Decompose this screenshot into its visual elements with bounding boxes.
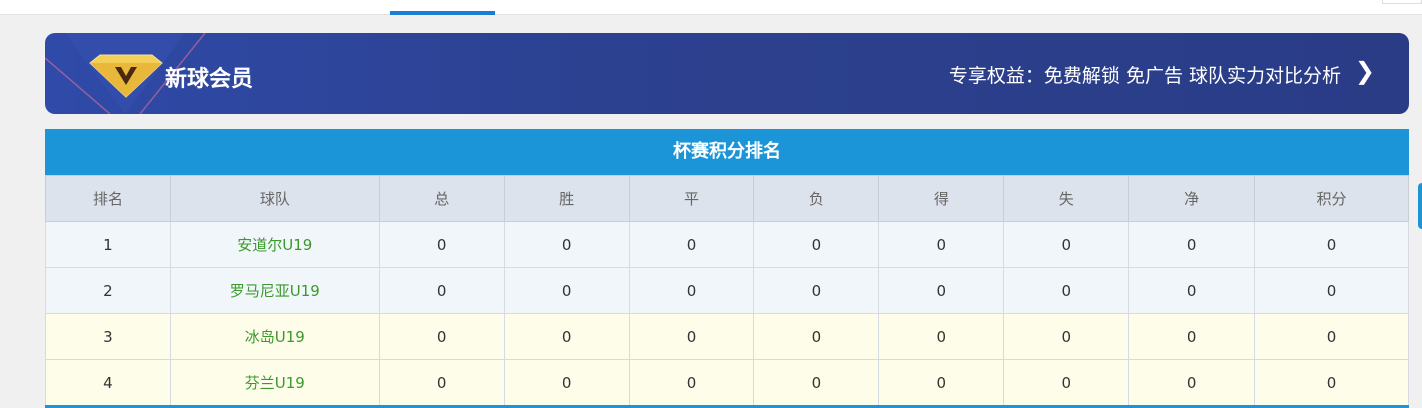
stat-cell: 0: [503, 267, 630, 314]
header-lost: 负: [753, 175, 880, 222]
stat-cell: 0: [1128, 359, 1256, 406]
stat-cell: 0: [1128, 313, 1256, 360]
header-played: 总: [378, 175, 505, 222]
stat-cell: 0: [378, 267, 505, 314]
active-tab-indicator[interactable]: [390, 11, 495, 15]
vip-benefits[interactable]: 专享权益：免费解锁 免广告 球队实力对比分析: [948, 65, 1341, 87]
team-link[interactable]: 罗马尼亚U19: [229, 282, 320, 300]
rank-cell: 2: [45, 267, 171, 314]
header-points: 积分: [1254, 175, 1409, 222]
stat-cell: 0: [1254, 359, 1409, 406]
rank-cell: 1: [45, 221, 171, 268]
team-link[interactable]: 安道尔U19: [237, 236, 313, 254]
team-link[interactable]: 芬兰U19: [244, 374, 305, 392]
side-float-tab[interactable]: [1418, 183, 1422, 229]
stat-cell: 0: [1003, 359, 1130, 406]
stat-cell: 0: [1254, 267, 1409, 314]
diamond-v-icon: [45, 33, 206, 114]
stat-cell: 0: [503, 359, 630, 406]
team-cell: 罗马尼亚U19: [169, 267, 380, 314]
vip-title: 新球会员: [165, 67, 254, 92]
chevron-right-icon[interactable]: ❯: [1354, 57, 1375, 85]
stat-cell: 0: [753, 359, 880, 406]
stat-cell: 0: [878, 267, 1005, 314]
table-title: 杯赛积分排名: [45, 129, 1409, 175]
header-goals-against: 失: [1003, 175, 1130, 222]
stat-cell: 0: [878, 221, 1005, 268]
cup-standings-table: 杯赛积分排名 排名 球队 总 胜 平 负 得 失 净 积分 1 安道尔U19 0 0 0…: [45, 129, 1409, 406]
header-drawn: 平: [628, 175, 755, 222]
stat-cell: 0: [878, 313, 1005, 360]
vip-banner[interactable]: 新球会员 专享权益：免费解锁 免广告 球队实力对比分析 ❯: [45, 33, 1409, 114]
table-bottom-border: [45, 405, 1409, 408]
stat-cell: 0: [878, 359, 1005, 406]
stat-cell: 0: [628, 221, 755, 268]
header-rank: 排名: [45, 175, 171, 222]
stat-cell: 0: [1003, 267, 1130, 314]
stat-cell: 0: [1128, 221, 1256, 268]
team-link[interactable]: 冰岛U19: [244, 328, 305, 346]
stat-cell: 0: [753, 221, 880, 268]
header-goal-diff: 净: [1128, 175, 1256, 222]
stat-cell: 0: [628, 359, 755, 406]
top-nav-bar: [0, 0, 1422, 15]
header-goals-for: 得: [878, 175, 1005, 222]
top-right-control: [1382, 0, 1422, 4]
table-row: 3 冰岛U19 0 0 0 0 0 0 0 0: [45, 313, 1409, 360]
team-cell: 安道尔U19: [169, 221, 380, 268]
stat-cell: 0: [628, 313, 755, 360]
stat-cell: 0: [1254, 313, 1409, 360]
rank-cell: 4: [45, 359, 171, 406]
team-cell: 冰岛U19: [169, 313, 380, 360]
stat-cell: 0: [628, 267, 755, 314]
header-won: 胜: [503, 175, 630, 222]
stat-cell: 0: [753, 267, 880, 314]
stat-cell: 0: [378, 313, 505, 360]
stat-cell: 0: [378, 359, 505, 406]
stat-cell: 0: [1003, 221, 1130, 268]
stat-cell: 0: [1128, 267, 1256, 314]
stat-cell: 0: [753, 313, 880, 360]
header-team: 球队: [169, 175, 380, 222]
stat-cell: 0: [378, 221, 505, 268]
stat-cell: 0: [1003, 313, 1130, 360]
team-cell: 芬兰U19: [169, 359, 380, 406]
stat-cell: 0: [503, 221, 630, 268]
table-row: 4 芬兰U19 0 0 0 0 0 0 0 0: [45, 359, 1409, 406]
table-header-row: 排名 球队 总 胜 平 负 得 失 净 积分: [45, 175, 1409, 222]
table-row: 2 罗马尼亚U19 0 0 0 0 0 0 0 0: [45, 267, 1409, 314]
stat-cell: 0: [1254, 221, 1409, 268]
rank-cell: 3: [45, 313, 171, 360]
table-row: 1 安道尔U19 0 0 0 0 0 0 0 0: [45, 221, 1409, 268]
stat-cell: 0: [503, 313, 630, 360]
